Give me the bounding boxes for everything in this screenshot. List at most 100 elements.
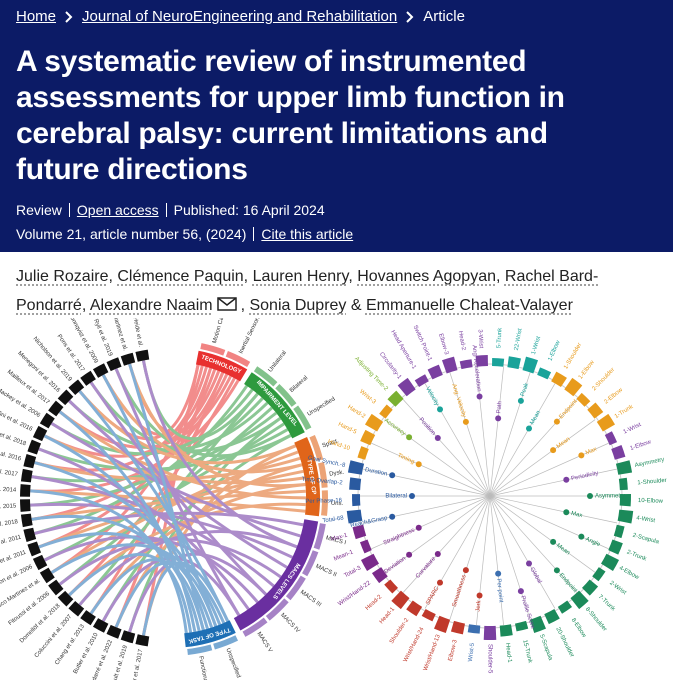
outer-label: Wrist-3	[358, 389, 377, 406]
inner-label: Curvature	[415, 556, 438, 580]
item-label: Unilateral	[268, 350, 288, 374]
ring-segment	[450, 620, 466, 635]
ring-segment	[346, 509, 363, 524]
branch	[489, 495, 504, 626]
breadcrumb: Home Journal of NeuroEngineering and Reh…	[16, 8, 465, 25]
cite-link[interactable]: Cite this article	[253, 227, 360, 241]
item-label: MACS IV	[279, 612, 300, 634]
ring-segment	[359, 539, 372, 554]
item-arc	[225, 350, 251, 368]
outer-label: 2-Elbow	[603, 387, 624, 406]
outer-label: 1-Shoulder	[637, 478, 667, 487]
ribbon	[68, 552, 193, 633]
author-separator: ,	[108, 268, 118, 285]
study-label: Keller et al. 2015	[0, 503, 17, 511]
study-block	[120, 630, 136, 644]
ring-segment	[551, 371, 567, 388]
branch	[362, 495, 491, 524]
ring-segment	[570, 590, 589, 610]
study-label: Kim et al. 2018	[0, 519, 19, 531]
study-label: Jaspers et al. 2011	[0, 534, 23, 553]
author-name[interactable]: Alexandre Naaim	[89, 297, 213, 314]
author-name[interactable]: Hovannes Agopyan	[357, 268, 496, 285]
ring-segment	[492, 358, 505, 367]
item-arc	[302, 550, 319, 577]
item-label: MACS I	[325, 535, 347, 546]
outer-label: Head-2	[457, 331, 467, 352]
item-arc	[309, 434, 324, 461]
ring-segment	[499, 624, 513, 637]
study-block	[48, 579, 64, 596]
node	[406, 434, 413, 441]
ring-segment	[557, 600, 573, 614]
author-separator: &	[346, 297, 366, 314]
outer-label: Shoulder-5	[486, 644, 492, 674]
group-arc	[184, 620, 236, 648]
branch	[384, 495, 491, 573]
author-name[interactable]: Emmanuelle Chaleat-Valayer	[365, 297, 573, 314]
node	[495, 415, 502, 422]
branch	[449, 372, 491, 497]
breadcrumb-current: Article	[423, 8, 465, 25]
group-arc	[244, 372, 305, 439]
group-arc	[233, 519, 319, 631]
outer-label: 2-Wrist	[608, 580, 627, 596]
ring-segment	[596, 413, 616, 432]
ribbon	[78, 390, 297, 465]
outer-label: Mean-1	[333, 549, 355, 562]
node	[415, 524, 422, 531]
outer-label: 1-Shoulder	[563, 342, 583, 370]
study-label: Aboelnasr et al. 2017	[128, 648, 145, 680]
author-name[interactable]: Sonia Duprey	[249, 297, 347, 314]
item-arc	[265, 598, 289, 621]
branch	[402, 399, 491, 497]
study-block	[92, 363, 109, 378]
study-block	[68, 379, 85, 395]
item-label: MACS V	[255, 631, 273, 654]
open-access[interactable]: Open access	[68, 203, 166, 217]
study-label: Krasovsky et al. 2017	[0, 463, 19, 478]
author-separator: ,	[240, 297, 250, 314]
ribbon	[78, 390, 230, 622]
study-block	[27, 439, 42, 455]
ring-segment	[371, 567, 388, 584]
outer-label: 1-Trunk	[614, 403, 635, 420]
email-icon[interactable]	[216, 297, 237, 311]
study-block	[120, 352, 136, 366]
inner-label: Accuracy	[383, 418, 406, 437]
ring-segment	[391, 590, 410, 610]
chevron	[406, 10, 414, 23]
outer-label: 1-Elbow	[629, 439, 652, 452]
author-name[interactable]: Rachel Bard-Pondarré	[16, 268, 599, 314]
branch	[489, 383, 556, 497]
inner-label: Ang. Velocity	[450, 383, 466, 418]
author-name[interactable]: Lauren Henry	[252, 268, 349, 285]
node	[462, 418, 469, 425]
branch	[489, 495, 618, 524]
author-name[interactable]: Clémence Paquin	[117, 268, 244, 285]
ribbon	[30, 502, 294, 559]
outer-label: Total-68	[322, 515, 345, 524]
study-block	[23, 527, 37, 542]
ring-segment	[615, 460, 633, 475]
ring-segment	[427, 364, 443, 380]
study-label: Van de Heide et al.	[128, 318, 144, 348]
ring-segment	[441, 356, 458, 374]
ring-segment	[592, 567, 606, 582]
author-name[interactable]: Julie Rozaire	[16, 268, 109, 285]
inner-label: Velocity	[424, 386, 440, 407]
outer-label: 1-Wrist	[531, 335, 542, 355]
ring-segment	[360, 429, 376, 446]
article-volume: Volume 21, article number 56, (2024) Cit…	[16, 227, 360, 241]
ring-segment	[618, 477, 628, 491]
breadcrumb-link[interactable]: Journal of NeuroEngineering and Rehabili…	[82, 8, 398, 25]
outer-label: Asymmetry	[634, 457, 665, 469]
branch	[371, 442, 491, 497]
ribbon	[43, 535, 259, 604]
branch	[424, 495, 491, 609]
study-block	[80, 610, 96, 626]
inner-label: Periodicity	[571, 471, 599, 483]
breadcrumb-link[interactable]: Home	[16, 8, 57, 25]
study-block	[68, 601, 85, 617]
article-meta: Review Open access Published: 16 April 2…	[16, 203, 332, 217]
